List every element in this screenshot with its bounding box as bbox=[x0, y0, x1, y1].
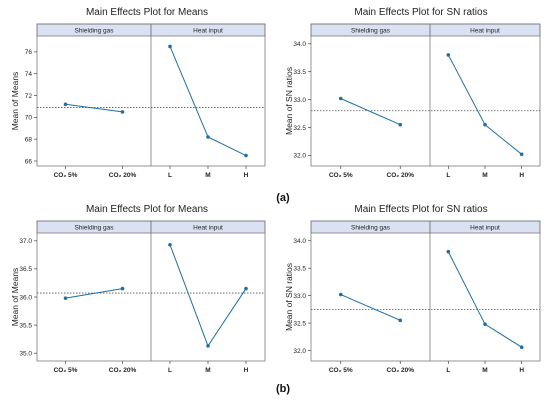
chart-title: Main Effects Plot for Means bbox=[86, 7, 208, 18]
plot-frame bbox=[310, 23, 541, 167]
chart-1: Main Effects Plot for Means Mean of Means… bbox=[10, 7, 266, 179]
data-point bbox=[519, 152, 524, 157]
x-tick-label: L bbox=[168, 172, 172, 179]
x-tick-label: CO₂ 5% bbox=[54, 172, 78, 179]
y-tick-label: 33.5 bbox=[293, 265, 306, 272]
chart-title: Main Effects Plot for Means bbox=[86, 204, 208, 215]
data-point bbox=[120, 286, 125, 291]
data-point bbox=[244, 286, 248, 291]
x-tick-label: CO₂ 5% bbox=[54, 367, 78, 374]
data-point bbox=[446, 249, 451, 254]
series-line bbox=[447, 54, 522, 155]
strip-label: Heat input bbox=[193, 225, 223, 232]
series-line bbox=[169, 46, 247, 156]
x-tick-label: L bbox=[446, 367, 450, 374]
y-tick-label: 68 bbox=[25, 136, 33, 143]
data-point bbox=[519, 345, 524, 350]
strip-label: Shielding gas bbox=[74, 28, 114, 35]
series-line bbox=[65, 288, 123, 299]
y-tick-label: 35.0 bbox=[19, 350, 32, 357]
y-tick-label: 32.5 bbox=[293, 320, 306, 327]
y-tick-label: 34.0 bbox=[293, 238, 306, 245]
y-tick-label: 33.0 bbox=[293, 97, 306, 104]
chart-3: Main Effects Plot for Means Mean of Means… bbox=[10, 204, 266, 374]
chart-title: Main Effects Plot for SN ratios bbox=[354, 204, 487, 215]
data-point bbox=[446, 53, 451, 57]
strip-label: Heat input bbox=[193, 28, 223, 35]
series-line bbox=[447, 251, 522, 348]
y-tick-label: 35.5 bbox=[19, 322, 32, 329]
strip-label: Shielding gas bbox=[351, 28, 391, 35]
x-tick-label: CO₂ 5% bbox=[329, 172, 353, 179]
y-tick-label: 34.0 bbox=[293, 41, 306, 48]
x-tick-label: H bbox=[519, 172, 524, 179]
x-tick-label: H bbox=[244, 172, 249, 179]
y-tick-label: 32.0 bbox=[293, 348, 306, 355]
x-tick-label: L bbox=[446, 172, 450, 179]
strip-label: Shielding gas bbox=[74, 225, 114, 232]
data-point bbox=[483, 122, 487, 127]
y-tick-label: 74 bbox=[25, 71, 33, 78]
y-tick-label: 32.5 bbox=[293, 125, 306, 132]
chart-4: Main Effects Plot for SN ratios Mean of S… bbox=[284, 204, 541, 374]
x-tick-label: M bbox=[482, 367, 487, 374]
x-tick-label: M bbox=[205, 172, 210, 179]
data-point bbox=[63, 296, 68, 300]
series-line bbox=[340, 98, 401, 126]
y-tick-label: 36.5 bbox=[19, 266, 32, 273]
strip-label: Heat input bbox=[470, 225, 500, 232]
y-tick-label: 32.0 bbox=[293, 153, 306, 160]
chart-title: Main Effects Plot for SN ratios bbox=[354, 7, 487, 18]
strip-label: Shielding gas bbox=[351, 225, 391, 232]
series-line bbox=[169, 244, 247, 347]
x-tick-label: M bbox=[205, 367, 210, 374]
y-tick-label: 33.0 bbox=[293, 293, 306, 300]
y-tick-label: 66 bbox=[25, 158, 33, 165]
data-point bbox=[398, 122, 403, 127]
y-axis-label: Mean of Means bbox=[10, 268, 20, 327]
y-axis-label: Mean of SN ratios bbox=[284, 67, 294, 135]
y-axis-label: Mean of Means bbox=[10, 72, 20, 131]
y-tick-label: 76 bbox=[25, 49, 33, 56]
x-tick-label: H bbox=[244, 367, 249, 374]
x-tick-label: L bbox=[168, 367, 172, 374]
y-tick-label: 72 bbox=[25, 93, 33, 100]
data-point bbox=[338, 292, 343, 297]
y-tick-label: 37.0 bbox=[19, 238, 32, 245]
chart-2: Main Effects Plot for SN ratios Mean of S… bbox=[284, 7, 541, 179]
data-point bbox=[168, 44, 172, 49]
series-line bbox=[65, 103, 123, 113]
y-tick-label: 33.5 bbox=[293, 69, 306, 76]
data-point bbox=[206, 135, 210, 139]
y-axis-label: Mean of SN ratios bbox=[284, 263, 294, 331]
x-tick-label: CO₂ 20% bbox=[109, 367, 137, 374]
y-tick-label: 36.0 bbox=[19, 294, 32, 301]
caption-a: (a) bbox=[276, 192, 290, 204]
data-point bbox=[338, 96, 343, 101]
data-point bbox=[206, 344, 210, 348]
x-tick-label: H bbox=[519, 367, 524, 374]
x-tick-label: M bbox=[482, 172, 487, 179]
data-point bbox=[483, 322, 487, 326]
data-point bbox=[120, 110, 125, 114]
data-point bbox=[244, 153, 248, 158]
x-tick-label: CO₂ 20% bbox=[387, 367, 415, 374]
x-tick-label: CO₂ 20% bbox=[109, 172, 137, 179]
data-point bbox=[168, 242, 172, 247]
caption-b: (b) bbox=[276, 383, 290, 395]
data-point bbox=[398, 318, 403, 323]
x-tick-label: CO₂ 5% bbox=[329, 367, 353, 374]
y-tick-label: 70 bbox=[25, 115, 33, 122]
x-tick-label: CO₂ 20% bbox=[387, 172, 415, 179]
data-point bbox=[63, 102, 68, 107]
series-line bbox=[340, 294, 401, 321]
plot-frame bbox=[310, 220, 541, 362]
strip-label: Heat input bbox=[470, 28, 500, 35]
